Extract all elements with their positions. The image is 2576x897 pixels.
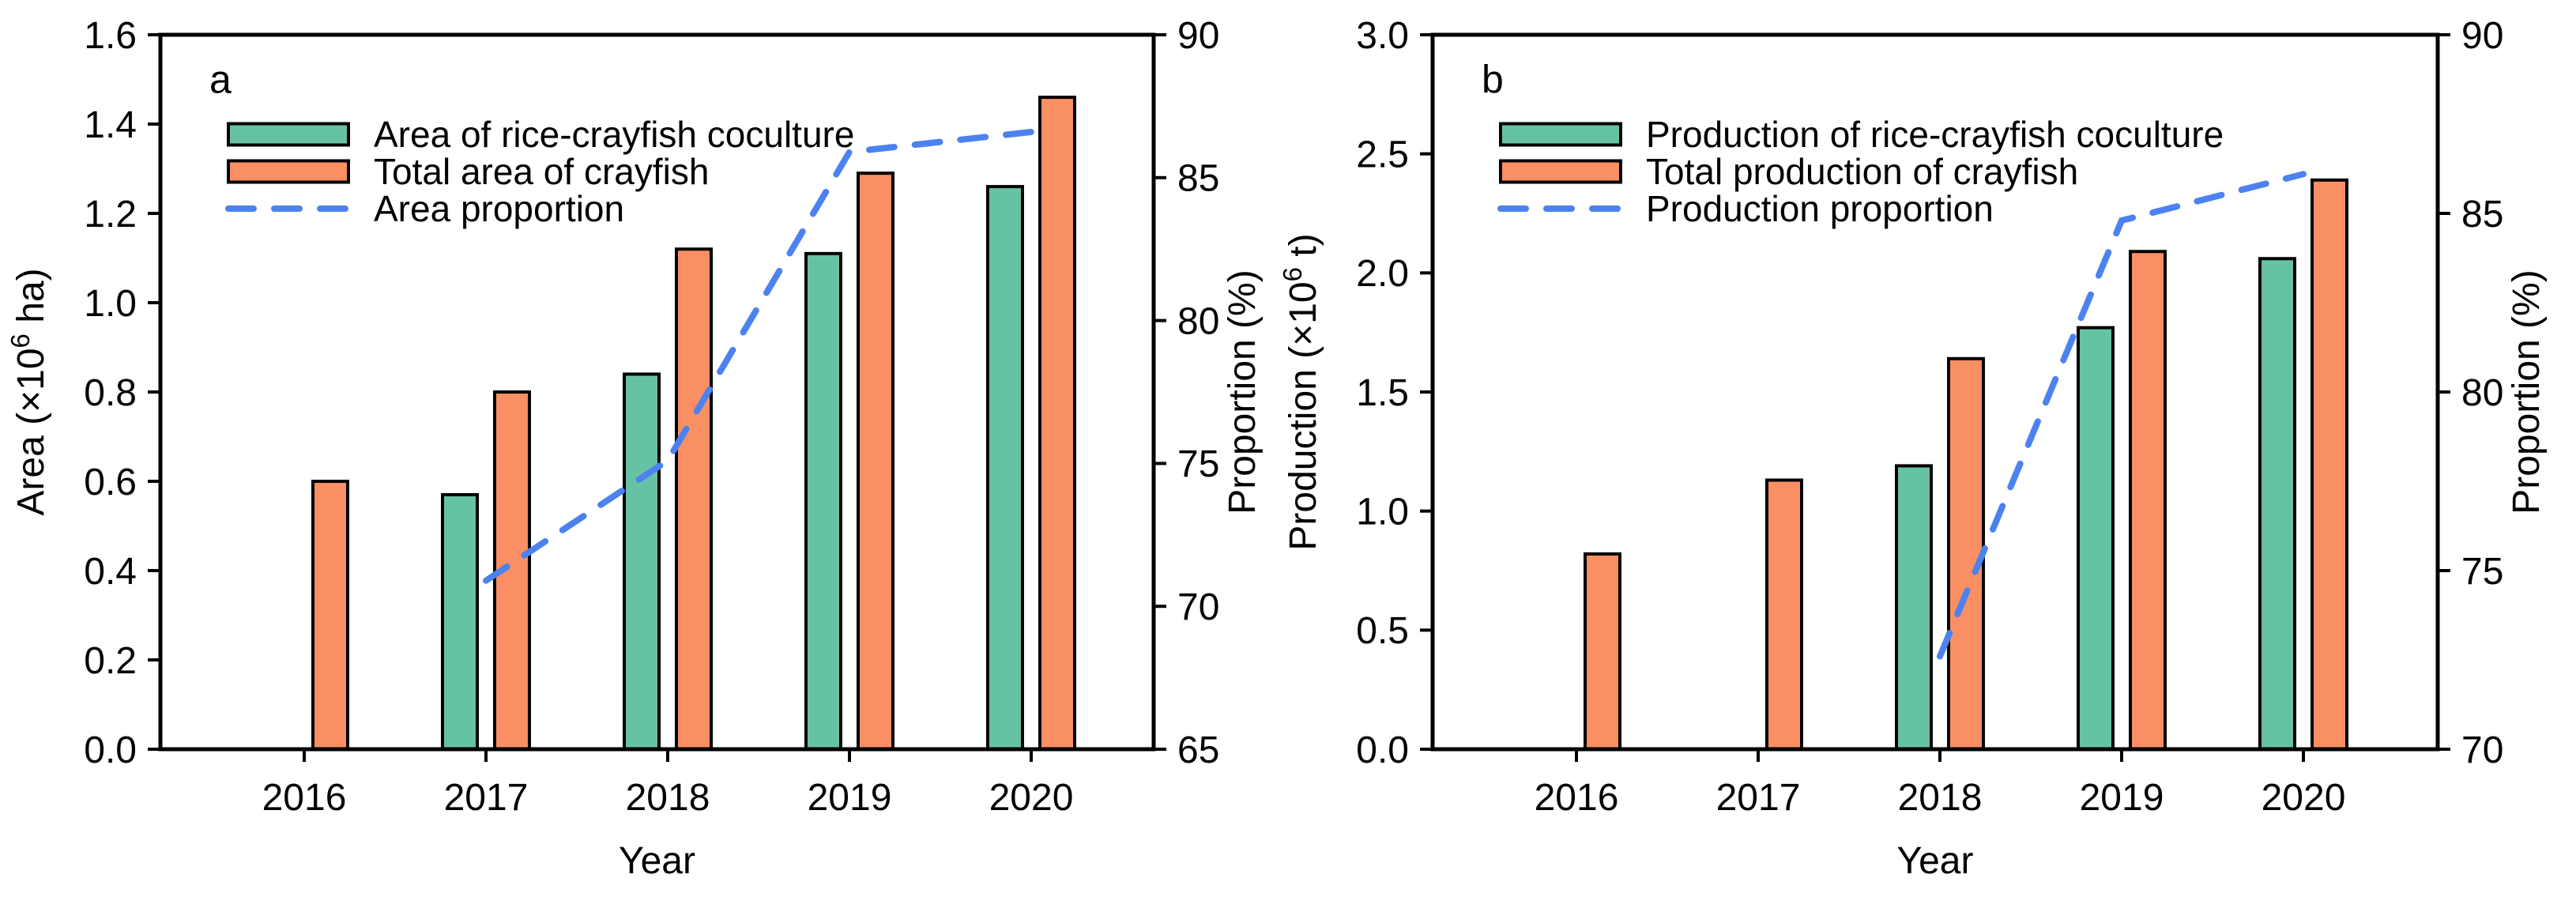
left-tick-label: 1.0 <box>1356 491 1409 533</box>
left-axis-a: 0.0 0.2 0.4 0.6 0.8 1.0 1.2 1.4 1.6 <box>84 15 160 771</box>
x-tick-label-2019: 2019 <box>2080 777 2164 819</box>
bars-b <box>1584 178 2348 752</box>
right-axis-title-b: Proportion (%) <box>2506 269 2548 514</box>
bar-a-coculture-2020 <box>986 185 1024 752</box>
bar-a-total-2016 <box>311 480 349 751</box>
left-tick-label: 0.4 <box>84 551 137 593</box>
left-tick-label: 0.6 <box>84 462 137 503</box>
proportion-line-a <box>483 128 1034 584</box>
x-tick-label-2017: 2017 <box>444 777 529 819</box>
x-tick-label-2018: 2018 <box>1898 777 1983 819</box>
left-tick-label: 2.0 <box>1356 253 1409 295</box>
bar-a-total-2017 <box>493 390 531 751</box>
bar-b-coculture-2019 <box>2077 326 2115 751</box>
bar-b-total-2017 <box>1765 478 1803 751</box>
bar-b-coculture-2018 <box>1895 464 1933 751</box>
left-tick-label: 0.0 <box>1356 729 1409 771</box>
bar-a-coculture-2018 <box>623 372 661 751</box>
x-tick-label-2020: 2020 <box>2262 777 2346 819</box>
bar-b-total-2019 <box>2129 250 2167 752</box>
left-tick-label: 2.5 <box>1356 134 1409 175</box>
bar-b-total-2016 <box>1584 552 1621 752</box>
legend-b: Production of rice-crayfish cocultureTot… <box>1497 114 2224 229</box>
legend-label-a-0: Area of rice-crayfish coculture <box>374 114 854 155</box>
legend-label-a-2: Area proportion <box>374 188 624 229</box>
bar-a-total-2020 <box>1038 96 1076 752</box>
x-tick-label-2016: 2016 <box>1535 777 1619 819</box>
left-axis-title-b: Production (×106 t) <box>1278 233 1324 550</box>
legend-swatch-coculture-a <box>227 122 350 147</box>
right-tick-label: 75 <box>2461 551 2503 593</box>
left-tick-label: 1.4 <box>84 104 137 146</box>
right-tick-label: 80 <box>1177 300 1219 342</box>
x-tick-label-2020: 2020 <box>989 777 1074 819</box>
bar-b-total-2020 <box>2310 178 2348 751</box>
legend-label-b-2: Production proportion <box>1646 188 1994 229</box>
x-axis-title-a: Year <box>619 840 695 882</box>
bar-a-total-2019 <box>857 171 894 751</box>
panel-letter-b: b <box>1482 58 1504 102</box>
legend-swatch-coculture-b <box>1499 122 1622 147</box>
x-tick-label-2017: 2017 <box>1716 777 1801 819</box>
x-tick-label-2018: 2018 <box>626 777 710 819</box>
legend-swatch-total-a <box>227 159 350 184</box>
left-tick-label: 1.5 <box>1356 372 1409 414</box>
right-tick-label: 65 <box>1177 729 1219 771</box>
left-tick-label: 3.0 <box>1356 15 1409 57</box>
right-axis-a: 65 70 75 80 85 90 <box>1154 15 1219 771</box>
right-axis-title-a: Proportion (%) <box>1222 269 1264 514</box>
panel-letter-a: a <box>209 58 232 102</box>
x-tick-label-2019: 2019 <box>808 777 892 819</box>
right-tick-label: 70 <box>2461 729 2503 771</box>
bar-b-total-2018 <box>1947 356 1985 751</box>
left-axis-title-a: Area (×106 ha) <box>6 268 52 515</box>
legend-label-b-1: Total production of crayfish <box>1646 151 2078 192</box>
bar-a-total-2018 <box>675 247 713 751</box>
bar-a-coculture-2019 <box>804 251 842 752</box>
x-axis-b: 2016 2017 2018 2019 2020 Year <box>1535 749 2346 882</box>
right-tick-label: 70 <box>1177 586 1219 628</box>
left-tick-label: 1.2 <box>84 194 137 236</box>
left-tick-label: 0.2 <box>84 640 137 682</box>
x-axis-a: 2016 2017 2018 2019 2020 Year <box>262 749 1074 882</box>
left-tick-label: 0.8 <box>84 372 137 414</box>
left-tick-label: 1.6 <box>84 15 137 57</box>
right-tick-label: 75 <box>1177 443 1219 485</box>
right-tick-label: 80 <box>2461 372 2503 414</box>
right-axis-b: 70 75 80 85 90 <box>2438 15 2503 771</box>
x-tick-label-2016: 2016 <box>262 777 347 819</box>
panel-a: 0.0 0.2 0.4 0.6 0.8 1.0 1.2 1.4 1.6 65 70 75 80 85 90 2… <box>6 15 1264 882</box>
legend-label-b-0: Production of rice-crayfish coculture <box>1646 114 2224 155</box>
left-tick-label: 0.5 <box>1356 610 1409 652</box>
left-axis-b: 0.0 0.5 1.0 1.5 2.0 2.5 3.0 <box>1356 15 1433 771</box>
proportion-line-b <box>1937 171 2307 660</box>
bar-b-coculture-2020 <box>2258 257 2296 751</box>
legend-swatch-total-b <box>1499 159 1622 184</box>
x-axis-title-b: Year <box>1897 840 1974 882</box>
right-tick-label: 85 <box>2461 194 2503 236</box>
right-tick-label: 85 <box>1177 158 1219 200</box>
bar-a-coculture-2017 <box>441 492 479 751</box>
left-tick-label: 0.0 <box>84 729 137 771</box>
left-tick-label: 1.0 <box>84 283 137 325</box>
legend-label-a-1: Total area of crayfish <box>374 151 709 192</box>
right-tick-label: 90 <box>1177 15 1219 57</box>
right-tick-label: 90 <box>2461 15 2503 57</box>
